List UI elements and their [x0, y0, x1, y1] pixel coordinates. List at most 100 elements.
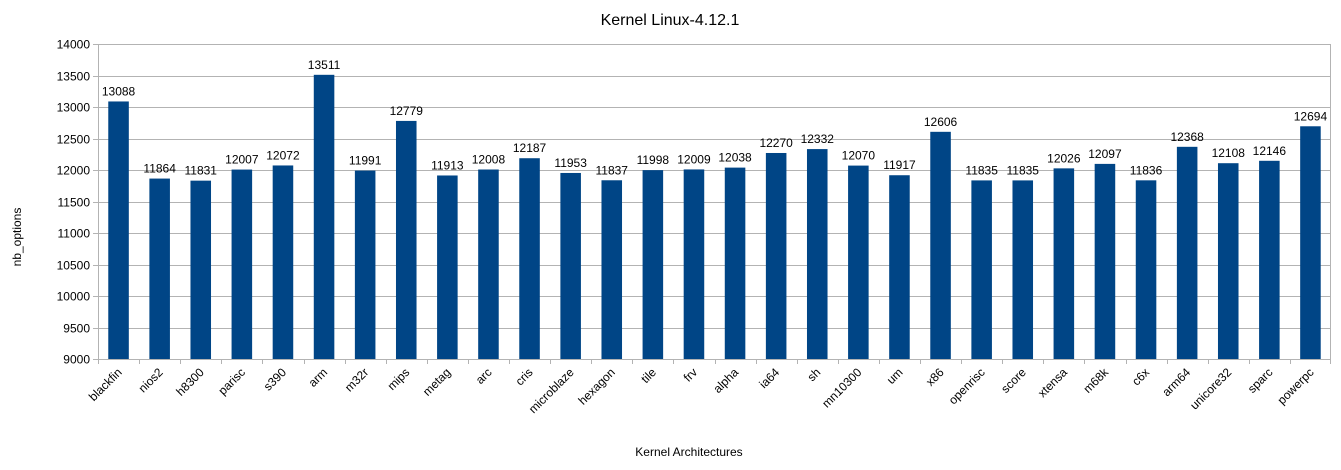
x-tick-label-arm64: arm64 — [1159, 365, 1193, 399]
x-tick-label-m32r: m32r — [342, 365, 371, 394]
data-label-tile: 11998 — [637, 153, 670, 167]
y-tick-label: 9500 — [63, 322, 90, 336]
bar-mn10300 — [848, 165, 869, 359]
x-tick-label-arm: arm — [306, 365, 331, 390]
bar-parisc — [231, 169, 253, 359]
x-axis-ticks: blackfin nios2 h8300 parisc s390 arm m32r mips m… — [86, 359, 1331, 416]
x-tick-label-powerpc: powerpc — [1275, 365, 1317, 407]
data-label-sparc: 12146 — [1253, 144, 1287, 158]
x-tick-label-mips: mips — [385, 365, 413, 393]
bar-powerpc — [1300, 126, 1321, 359]
x-tick-label-parisc: parisc — [215, 365, 248, 398]
x-tick-label-openrisc: openrisc — [946, 365, 988, 407]
x-tick-label-sparc: sparc — [1245, 365, 1276, 396]
x-tick-label-arc: arc — [473, 365, 495, 387]
data-label-arm: 13511 — [308, 58, 341, 72]
x-tick-label-microblaze: microblaze — [526, 365, 577, 416]
data-label-nios2: 11864 — [143, 162, 176, 176]
data-label-metag: 11913 — [431, 158, 464, 172]
x-tick-label-x86: x86 — [923, 365, 947, 389]
data-label-cris: 12187 — [513, 141, 547, 155]
data-label-microblaze: 11953 — [554, 156, 587, 170]
x-tick-label-unicore32: unicore32 — [1187, 365, 1234, 412]
data-label-hexagon: 11837 — [596, 163, 629, 177]
data-label-ia64: 12270 — [759, 136, 793, 150]
bar-unicore32 — [1217, 163, 1239, 359]
bar-arm64 — [1176, 146, 1198, 359]
bar-h8300 — [190, 180, 212, 359]
bar-um — [889, 175, 910, 359]
y-tick-label: 10000 — [57, 290, 91, 304]
data-label-m32r: 11991 — [349, 154, 382, 168]
bar-blackfin — [108, 101, 129, 360]
gridlines — [98, 44, 1331, 360]
x-tick-label-c6x: c6x — [1129, 365, 1152, 388]
y-tick-label: 10500 — [57, 259, 91, 273]
x-tick-label-cris: cris — [513, 365, 536, 388]
x-tick-label-nios2: nios2 — [136, 365, 166, 395]
y-tick-label: 11500 — [58, 196, 91, 210]
x-tick-label-sh: sh — [805, 365, 824, 384]
data-label-s390: 12072 — [266, 148, 300, 162]
data-label-x86: 12606 — [924, 115, 958, 129]
bar-hexagon — [601, 180, 623, 359]
data-label-score: 11835 — [1007, 163, 1040, 177]
data-labels: 13088 11864 11831 12007 12072 13511 11991 12779… — [102, 58, 1328, 178]
x-tick-label-frv: frv — [681, 365, 700, 384]
bar-sparc — [1259, 160, 1280, 359]
data-label-unicore32: 12108 — [1212, 146, 1246, 160]
bar-score — [1012, 180, 1034, 359]
bar-tile — [642, 170, 664, 359]
bar-openrisc — [971, 180, 992, 359]
bar-mips — [395, 120, 417, 359]
x-tick-label-m68k: m68k — [1080, 365, 1111, 396]
bar-arc — [478, 169, 499, 359]
bar-cris — [519, 158, 540, 359]
bar-nios2 — [149, 178, 170, 359]
y-tick-label: 12500 — [57, 133, 91, 147]
bar-xtensa — [1053, 168, 1075, 359]
data-label-parisc: 12007 — [225, 153, 259, 167]
x-axis-label: Kernel Architectures — [635, 445, 742, 459]
y-axis-ticks: 9000 9500 10000 10500 11000 11500 12000 12500 13… — [57, 38, 98, 367]
data-label-c6x: 11836 — [1130, 163, 1163, 177]
bar-c6x — [1135, 180, 1157, 359]
data-label-alpha: 12038 — [718, 151, 752, 165]
bars — [108, 74, 1321, 360]
data-label-um: 11917 — [883, 158, 916, 172]
x-tick-label-metag: metag — [420, 365, 453, 398]
chart-title: Kernel Linux-4.12.1 — [601, 12, 740, 29]
y-axis-label: nb_options — [10, 208, 24, 267]
data-label-h8300: 11831 — [185, 164, 218, 178]
x-tick-label-alpha: alpha — [711, 365, 742, 396]
x-tick-label-um: um — [884, 365, 906, 387]
y-tick-label: 12000 — [57, 164, 91, 178]
data-label-openrisc: 11835 — [965, 163, 998, 177]
data-label-blackfin: 13088 — [102, 84, 136, 98]
y-tick-label: 13500 — [57, 70, 91, 84]
x-tick-label-score: score — [998, 365, 1029, 396]
y-tick-label: 11000 — [58, 227, 91, 241]
bar-metag — [437, 175, 458, 359]
data-label-sh: 12332 — [801, 132, 835, 146]
data-label-xtensa: 12026 — [1047, 151, 1081, 165]
x-tick-label-xtensa: xtensa — [1035, 365, 1070, 400]
data-label-m68k: 12097 — [1088, 147, 1122, 161]
y-tick-label: 14000 — [57, 38, 91, 52]
x-tick-label-blackfin: blackfin — [86, 365, 125, 404]
bar-arm — [313, 74, 335, 359]
y-tick-label: 9000 — [63, 353, 90, 367]
bar-sh — [806, 149, 828, 359]
bar-ia64 — [765, 152, 787, 359]
x-tick-label-ia64: ia64 — [756, 365, 782, 391]
bar-m32r — [354, 170, 376, 359]
x-tick-label-hexagon: hexagon — [575, 365, 617, 407]
data-label-mn10300: 12070 — [842, 149, 876, 163]
x-tick-label-h8300: h8300 — [173, 365, 207, 399]
bar-m68k — [1094, 163, 1116, 359]
x-tick-label-tile: tile — [638, 365, 659, 386]
bar-microblaze — [560, 172, 581, 359]
data-label-powerpc: 12694 — [1294, 109, 1328, 123]
